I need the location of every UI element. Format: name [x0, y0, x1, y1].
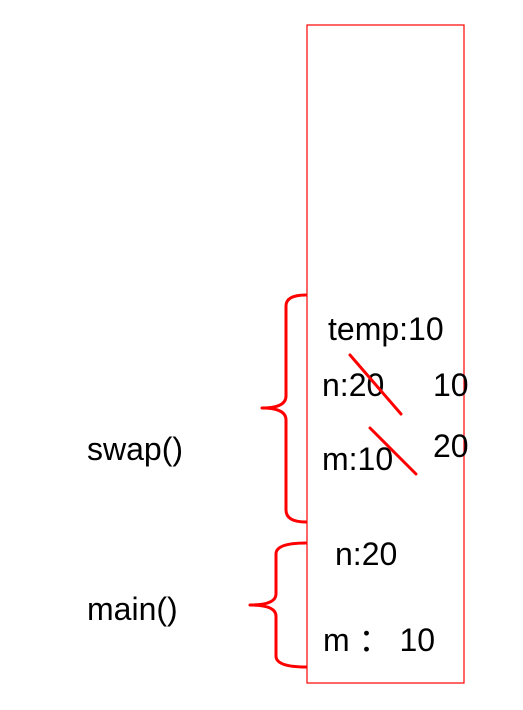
main-frame-label: main() — [87, 591, 178, 627]
swap-temp-variable: temp:10 — [328, 311, 444, 347]
swap-n-variable: n:20 — [322, 367, 384, 403]
swap-n-strike-mark — [348, 353, 403, 416]
main-n-variable: n:20 — [335, 536, 397, 572]
swap-m-variable: m:10 — [322, 441, 393, 477]
swap-m-strike-mark — [368, 426, 418, 476]
swap-frame-brace — [260, 293, 308, 524]
main-frame-brace — [248, 541, 308, 669]
main-m-variable: m ： 10 — [323, 622, 435, 658]
swap-m-new-value: 20 — [433, 428, 469, 464]
stack-memory-box — [306, 24, 465, 684]
swap-frame-label: swap() — [87, 431, 183, 467]
swap-n-new-value: 10 — [433, 367, 469, 403]
